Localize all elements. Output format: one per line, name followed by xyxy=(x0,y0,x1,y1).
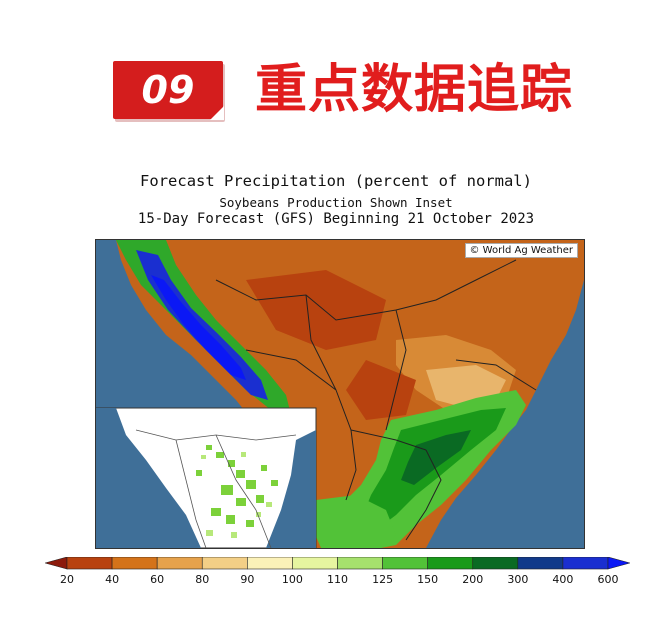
map-credit: © World Ag Weather xyxy=(464,243,578,258)
map-title: Forecast Precipitation (percent of norma… xyxy=(140,172,532,190)
map-subtitle: Soybeans Production Shown Inset xyxy=(219,195,453,210)
legend-tick-label: 125 xyxy=(372,573,394,586)
legend-tick-label: 80 xyxy=(195,573,210,586)
legend-swatch xyxy=(66,556,113,570)
legend-tick-label: 40 xyxy=(105,573,120,586)
map-forecast-period: 15-Day Forecast (GFS) Beginning 21 Octob… xyxy=(137,211,535,227)
legend-swatch xyxy=(156,556,203,570)
legend-swatch xyxy=(382,556,428,570)
legend-tick-label: 90 xyxy=(240,573,255,586)
soybean-inset xyxy=(96,407,317,548)
legend-tick-label: 150 xyxy=(417,573,439,586)
legend-colorbar xyxy=(43,556,632,570)
legend-swatch xyxy=(292,556,338,570)
legend-swatch xyxy=(427,556,474,570)
wet-zone-core xyxy=(401,430,471,485)
legend-swatch xyxy=(247,556,293,570)
andes-darkblue xyxy=(151,275,246,380)
legend-tick-label: 300 xyxy=(507,573,529,586)
legend-swatch xyxy=(201,556,248,570)
legend-tick-label: 20 xyxy=(60,573,74,586)
legend-tick-label: 60 xyxy=(150,573,165,586)
wet-zone-south xyxy=(311,495,396,548)
legend-tick-label: 100 xyxy=(281,573,303,586)
legend-swatch xyxy=(472,556,519,570)
map-canvas xyxy=(96,240,584,548)
land-patch-darkorange xyxy=(246,270,386,350)
legend-swatch xyxy=(111,556,158,570)
legend-tick-label: 110 xyxy=(327,573,348,586)
legend-swatch xyxy=(562,556,609,570)
legend-swatch xyxy=(517,556,564,570)
section-header: 09 重点数据追踪 xyxy=(0,0,672,150)
land-patch-darkorange-2 xyxy=(346,360,416,420)
legend-arrow-low xyxy=(43,556,68,570)
legend-tick-label: 400 xyxy=(552,573,574,586)
legend-tick-label: 600 xyxy=(597,573,619,586)
page-title: 重点数据追踪 xyxy=(255,60,574,120)
legend-tick-label: 200 xyxy=(462,573,484,586)
legend-swatch xyxy=(337,556,383,570)
legend-arrow-high xyxy=(607,556,632,570)
section-number-badge: 09 xyxy=(113,61,224,120)
country-borders xyxy=(215,259,537,541)
precipitation-map: © World Ag Weather xyxy=(95,239,585,549)
precipitation-legend: 20 40 60 80 90 100 110 125 150 200 300 400 600 xyxy=(43,556,632,597)
section-number: 09 xyxy=(141,68,195,112)
